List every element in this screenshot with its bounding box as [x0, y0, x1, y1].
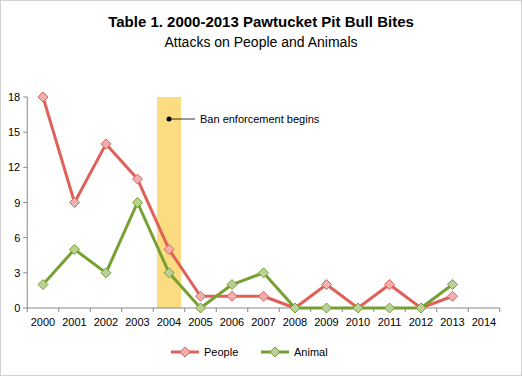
- y-tick-label: 12: [8, 161, 20, 173]
- x-tick-label: 2001: [62, 316, 86, 328]
- marker: [101, 268, 111, 278]
- legend-label: Animal: [294, 346, 328, 358]
- x-tick: [90, 308, 91, 312]
- y-tick: [23, 272, 27, 273]
- marker: [133, 198, 143, 208]
- annotations: Ban enforcement begins: [157, 97, 320, 308]
- marker: [164, 268, 174, 278]
- y-tick: [23, 132, 27, 133]
- series: [38, 198, 458, 314]
- marker: [38, 92, 48, 102]
- y-tick: [23, 237, 27, 238]
- legend: People Animal: [171, 346, 328, 358]
- y-tick: [23, 167, 27, 168]
- marker: [196, 303, 206, 313]
- x-tick: [436, 308, 437, 312]
- marker: [448, 280, 458, 290]
- x-tick-label: 2007: [251, 316, 275, 328]
- marker: [259, 291, 269, 301]
- y-tick-label: 18: [8, 91, 20, 103]
- marker: [259, 268, 269, 278]
- x-tick: [468, 308, 469, 312]
- marker: [164, 244, 174, 254]
- y-tick: [23, 202, 27, 203]
- x-tick-label: 2005: [188, 316, 212, 328]
- marker: [227, 280, 237, 290]
- y-tick: [23, 97, 27, 98]
- marker: [70, 244, 80, 254]
- marker: [290, 303, 300, 313]
- x-tick-label: 2014: [472, 316, 496, 328]
- x-tick-label: 2011: [378, 316, 402, 328]
- annotation-dot: [167, 117, 172, 122]
- annotation-leader: [169, 119, 195, 120]
- marker: [448, 291, 458, 301]
- y-tick: [23, 308, 27, 309]
- x-tick: [216, 308, 217, 312]
- x-tick-label: 2013: [440, 316, 464, 328]
- x-tick-label: 2008: [283, 316, 307, 328]
- y-tick-label: 0: [14, 302, 20, 314]
- x-tick: [184, 308, 185, 312]
- x-tick-label: 2002: [94, 316, 118, 328]
- marker: [101, 139, 111, 149]
- series-line: [43, 203, 453, 309]
- x-tick: [153, 308, 154, 312]
- series-line: [43, 97, 453, 308]
- subtitle: Attacks on People and Animals: [164, 34, 357, 50]
- x-axis: [27, 308, 500, 309]
- y-tick-label: 6: [14, 232, 20, 244]
- annotation-text: Ban enforcement begins: [200, 113, 320, 125]
- x-tick-label: 2004: [157, 316, 181, 328]
- x-tick: [58, 308, 59, 312]
- legend-marker: [180, 347, 190, 357]
- background: [1, 1, 522, 376]
- legend-marker: [270, 347, 280, 357]
- marker: [322, 303, 332, 313]
- y-tick-label: 3: [14, 267, 20, 279]
- plot-area: [38, 92, 458, 313]
- marker: [38, 280, 48, 290]
- x-tick-label: 2012: [409, 316, 433, 328]
- y-tick-label: 9: [14, 197, 20, 209]
- marker: [416, 303, 426, 313]
- x-tick: [247, 308, 248, 312]
- x-tick: [27, 308, 28, 312]
- x-tick: [499, 308, 500, 312]
- marker: [196, 291, 206, 301]
- x-tick-label: 2006: [220, 316, 244, 328]
- marker: [353, 303, 363, 313]
- marker: [227, 291, 237, 301]
- x-tick-label: 2010: [346, 316, 370, 328]
- legend-label: People: [204, 346, 238, 358]
- ban-band: [157, 97, 181, 308]
- marker: [385, 280, 395, 290]
- marker: [353, 303, 363, 313]
- marker: [322, 280, 332, 290]
- x-tick-label: 2003: [125, 316, 149, 328]
- y-tick-label: 15: [8, 126, 20, 138]
- title: Table 1. 2000-2013 Pawtucket Pit Bull Bi…: [108, 13, 414, 30]
- marker: [70, 198, 80, 208]
- x-tick: [121, 308, 122, 312]
- x-tick-label: 2000: [31, 316, 55, 328]
- marker: [133, 174, 143, 184]
- series: [38, 92, 458, 313]
- x-tick-label: 2009: [314, 316, 338, 328]
- x-tick: [279, 308, 280, 312]
- marker: [385, 303, 395, 313]
- chart: Table 1. 2000-2013 Pawtucket Pit Bull Bi…: [0, 0, 522, 376]
